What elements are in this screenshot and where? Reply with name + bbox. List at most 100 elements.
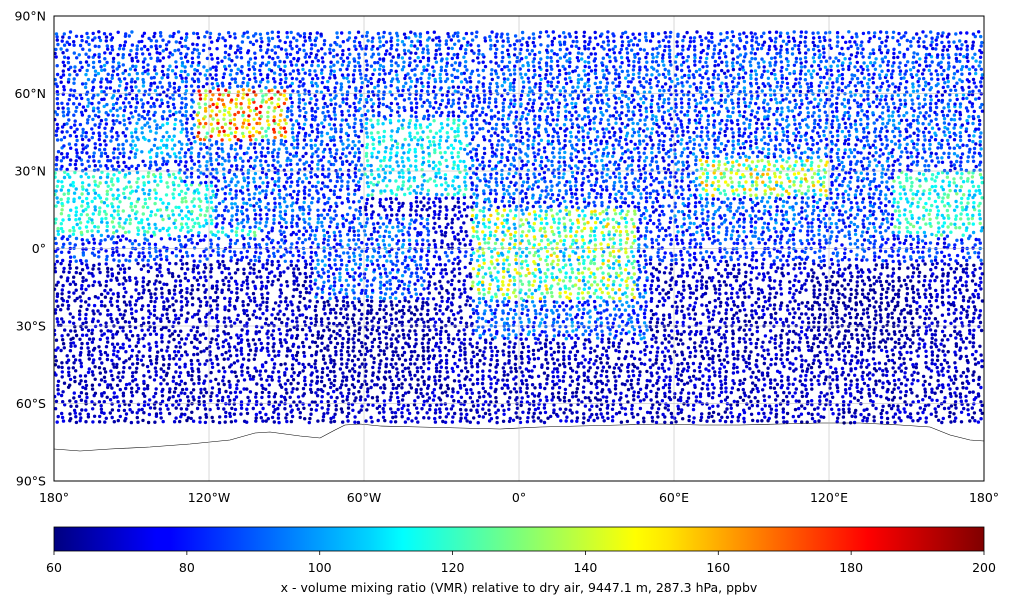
observation-point <box>823 301 826 304</box>
observation-point <box>915 301 918 304</box>
observation-point <box>204 324 207 327</box>
observation-point <box>69 345 72 348</box>
observation-point <box>813 295 816 298</box>
observation-point <box>315 314 318 317</box>
observation-point <box>582 297 585 300</box>
observation-point <box>507 300 510 303</box>
observation-point <box>100 408 103 411</box>
observation-point <box>407 333 410 336</box>
observation-point <box>204 374 207 377</box>
observation-point <box>520 355 523 358</box>
observation-point <box>527 411 530 414</box>
observation-point <box>119 313 122 316</box>
observation-point <box>924 361 927 364</box>
observation-point <box>594 320 597 323</box>
observation-point <box>344 308 347 311</box>
observation-point <box>686 369 689 372</box>
observation-point <box>416 366 419 369</box>
observation-point <box>607 337 610 340</box>
observation-point <box>763 399 766 402</box>
observation-point <box>519 421 522 424</box>
observation-point <box>459 402 462 405</box>
observation-point <box>476 404 479 407</box>
observation-point <box>87 329 90 332</box>
observation-point <box>689 351 692 354</box>
observation-point <box>471 351 474 354</box>
observation-point <box>705 402 708 405</box>
observation-point <box>731 386 734 389</box>
observation-point <box>385 342 388 345</box>
observation-point <box>545 399 548 402</box>
observation-point <box>490 350 493 353</box>
observation-point <box>178 358 181 361</box>
observation-point <box>782 410 785 413</box>
observation-point <box>370 319 373 322</box>
observation-point <box>886 388 889 391</box>
observation-point <box>450 407 453 410</box>
observation-point <box>433 375 436 378</box>
observation-point <box>357 283 360 286</box>
observation-point <box>282 313 285 316</box>
observation-point <box>899 284 902 287</box>
observation-point <box>273 275 276 278</box>
observation-point <box>266 292 269 295</box>
observation-point <box>357 380 360 383</box>
observation-point <box>885 374 888 377</box>
observation-point <box>297 345 300 348</box>
observation-point <box>434 287 437 290</box>
observation-point <box>954 336 957 339</box>
observation-point <box>240 353 243 356</box>
observation-point <box>782 416 785 419</box>
observation-point <box>650 309 653 312</box>
observation-point <box>960 400 963 403</box>
observation-point <box>756 400 759 403</box>
observation-point <box>677 378 680 381</box>
observation-point <box>651 416 654 419</box>
observation-point <box>816 413 819 416</box>
observation-point <box>754 384 757 387</box>
observation-point <box>214 299 217 302</box>
observation-point <box>941 350 944 353</box>
observation-point <box>227 332 230 335</box>
observation-point <box>558 305 561 308</box>
observation-point <box>856 383 859 386</box>
observation-point <box>135 383 138 386</box>
observation-point <box>254 353 257 356</box>
observation-point <box>184 272 187 275</box>
observation-point <box>309 329 312 332</box>
observation-point <box>835 350 838 353</box>
observation-point <box>364 370 367 373</box>
observation-point <box>57 380 60 383</box>
observation-point <box>339 367 342 370</box>
observation-point <box>434 321 437 324</box>
observation-point <box>829 366 832 369</box>
observation-point <box>650 406 653 409</box>
observation-point <box>137 408 140 411</box>
observation-point <box>295 316 298 319</box>
observation-point <box>203 379 206 382</box>
observation-point <box>224 415 227 418</box>
observation-point <box>611 288 614 291</box>
observation-point <box>521 396 524 399</box>
observation-point <box>655 395 658 398</box>
observation-point <box>946 370 949 373</box>
observation-point <box>334 337 337 340</box>
observation-point <box>227 357 230 360</box>
observation-point <box>632 309 635 312</box>
observation-point <box>75 271 78 274</box>
observation-point <box>713 349 716 352</box>
observation-point <box>514 367 517 370</box>
observation-point <box>646 276 649 279</box>
observation-point <box>725 346 728 349</box>
observation-point <box>203 275 206 278</box>
observation-point <box>865 408 868 411</box>
observation-point <box>514 355 517 358</box>
observation-point <box>520 404 523 407</box>
observation-point <box>255 416 258 419</box>
observation-point <box>645 384 648 387</box>
observation-point <box>334 353 337 356</box>
observation-point <box>872 296 875 299</box>
observation-point <box>439 411 442 414</box>
observation-point <box>966 408 969 411</box>
observation-point <box>272 337 275 340</box>
